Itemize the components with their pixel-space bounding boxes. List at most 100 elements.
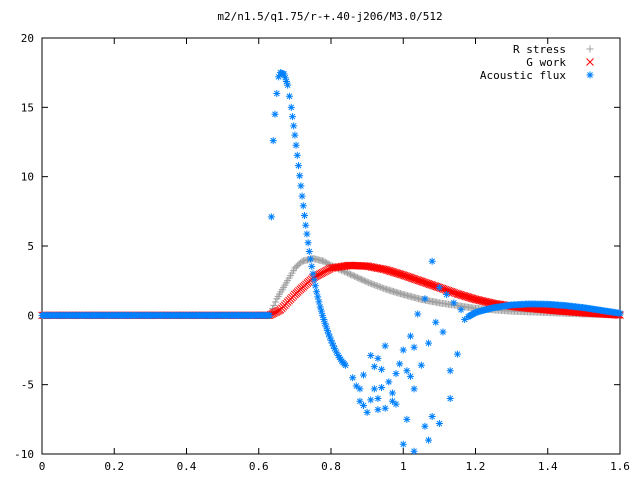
data-point [356,385,364,393]
data-point [388,267,396,276]
legend-label: G work [526,56,566,69]
data-point [443,291,451,299]
x-tick-label: 0 [39,460,46,473]
data-point [375,283,383,291]
data-point [303,230,311,238]
y-tick-label: -10 [14,448,34,461]
data-point [308,262,316,270]
data-point [425,339,433,347]
data-point [275,73,283,81]
data-point [398,270,406,279]
data-point [466,293,474,302]
data-point [400,271,409,280]
data-point [410,343,418,351]
data-point [298,192,306,200]
legend-label: R stress [513,43,566,56]
data-point [375,264,384,273]
data-point [309,270,317,278]
data-point [393,269,402,278]
data-point [421,295,429,303]
data-point [368,280,376,288]
data-point [294,162,302,170]
legend-label: Acoustic flux [480,69,566,82]
legend-marker [586,45,594,53]
series-g-work [38,261,624,320]
data-point [269,137,277,145]
data-point [349,374,357,382]
data-point [369,280,377,288]
x-tick-label: 0.8 [321,460,341,473]
data-point [381,342,389,350]
x-tick-label: 0.2 [104,460,124,473]
data-point [435,284,443,292]
data-point [386,267,395,276]
data-point [427,280,435,289]
data-point [290,122,298,130]
data-point [322,323,330,331]
data-point [428,281,437,290]
data-point [323,259,331,267]
data-point [416,277,424,285]
data-point [305,248,313,256]
data-point [388,389,396,397]
data-point [319,311,327,319]
y-tick-label: 0 [27,309,34,322]
data-point [450,299,458,307]
data-point [320,257,328,265]
data-point [414,276,423,285]
data-point [389,268,398,276]
data-point [291,131,299,139]
data-point [302,221,310,229]
data-point [325,330,333,338]
data-point [411,275,420,284]
data-point [391,268,399,277]
data-point [321,319,329,327]
data-point [362,277,370,285]
data-point [367,352,375,360]
data-point [378,265,387,273]
data-point [311,282,319,290]
data-point [421,278,430,287]
data-point [388,397,396,405]
data-point [281,74,289,82]
data-point [421,422,429,430]
x-tick-label: 0.4 [177,460,197,473]
legend-marker [586,58,594,66]
axes [41,37,621,455]
data-point [371,281,379,289]
data-point [403,415,411,423]
data-point [410,385,418,393]
y-tick-label: 20 [21,32,34,45]
data-point [376,264,385,273]
data-point [360,401,368,409]
data-point [288,113,296,121]
data-point [385,378,393,386]
data-point [453,289,462,298]
data-point [320,315,328,323]
data-point [439,328,447,336]
data-point [374,406,382,414]
data-point [406,273,415,282]
data-point [428,257,436,265]
data-point [417,361,425,369]
data-point [293,151,301,159]
y-tick-label: 10 [21,171,34,184]
data-point [273,89,281,97]
x-tick-label: 1.2 [466,460,486,473]
data-point [399,346,407,354]
data-point [365,279,373,287]
data-point [392,370,400,378]
data-point [616,309,624,317]
data-point [363,278,371,286]
data-point [367,263,376,271]
data-point [382,266,391,274]
data-point [366,279,374,287]
data-point [380,284,388,292]
data-point [403,272,412,281]
data-point [399,271,408,279]
data-point [467,294,476,302]
data-point [381,265,390,274]
